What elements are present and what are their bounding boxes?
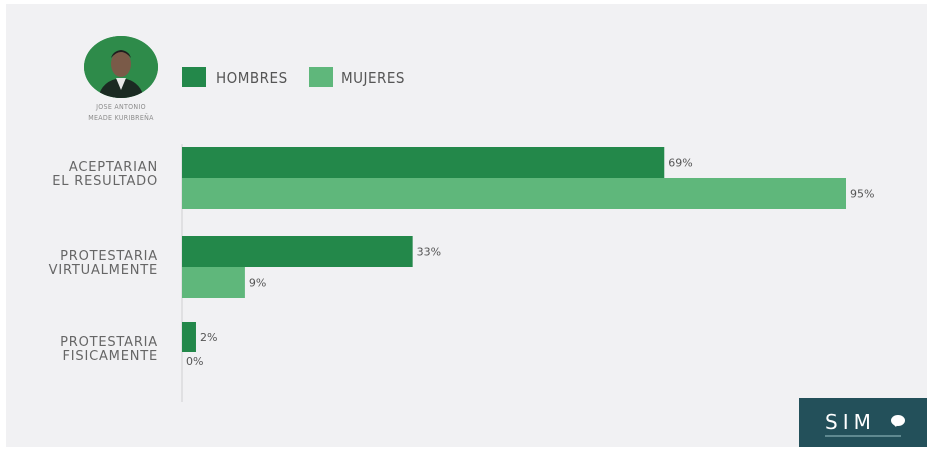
legend-swatch-hombres xyxy=(182,67,206,87)
bar-mujeres xyxy=(182,178,846,209)
bar-hombres xyxy=(182,322,196,352)
speech-bubble-icon xyxy=(891,415,905,427)
bar-hombres xyxy=(182,147,665,178)
value-label-hombres: 33% xyxy=(417,246,441,259)
category-label: FISICAMENTE xyxy=(63,349,158,364)
bar-mujeres xyxy=(182,267,245,298)
logo-text: SIM xyxy=(825,410,876,434)
value-label-mujeres: 95% xyxy=(850,188,874,201)
category-label: VIRTUALMENTE xyxy=(49,263,158,278)
value-label-mujeres: 9% xyxy=(249,277,266,290)
value-label-hombres: 2% xyxy=(200,331,217,344)
person-name-line-2: MEADE KURIBREÑA xyxy=(88,114,154,122)
value-label-mujeres: 0% xyxy=(186,355,203,368)
legend-swatch-mujeres xyxy=(309,67,333,87)
sim-logo: SIM xyxy=(799,398,927,447)
person-photo-icon xyxy=(84,36,158,98)
legend-label-hombres: HOMBRES xyxy=(216,69,288,87)
value-label-hombres: 69% xyxy=(668,157,692,170)
category-label: PROTESTARIA xyxy=(60,249,158,264)
chart-canvas: JOSE ANTONIO MEADE KURIBREÑA HOMBRES MUJ… xyxy=(6,4,927,447)
legend-label-mujeres: MUJERES xyxy=(341,69,405,87)
bar-hombres xyxy=(182,236,413,267)
person-name-line-1: JOSE ANTONIO xyxy=(96,103,146,111)
category-label: PROTESTARIA xyxy=(60,335,158,350)
category-label: EL RESULTADO xyxy=(52,174,158,189)
category-label: ACEPTARIAN xyxy=(69,160,158,175)
logo-tagline xyxy=(825,435,901,437)
